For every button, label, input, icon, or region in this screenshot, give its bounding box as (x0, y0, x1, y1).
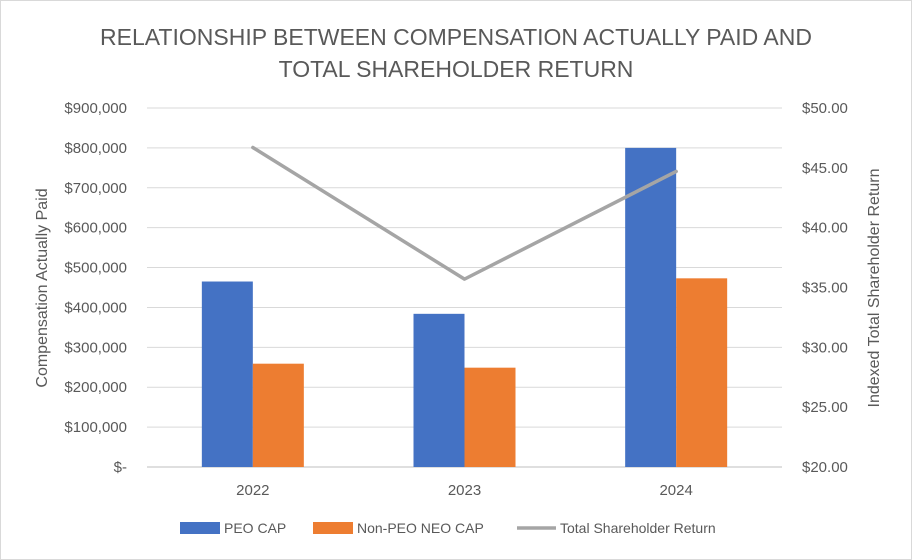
bar-non-peo-neo-cap-2022 (252, 363, 304, 467)
line-total-shareholder-return (251, 145, 678, 281)
left-axis-ticks: $- $100,000 $200,000 $300,000 $400,000 $500,0… (64, 100, 127, 476)
left-tick-label: $600,000 (64, 220, 127, 237)
left-tick-label: $- (114, 459, 127, 476)
left-tick-label: $200,000 (64, 379, 127, 396)
legend-label-peo-cap: PEO CAP (224, 520, 286, 536)
right-tick-label: $30.00 (802, 339, 848, 356)
category-tick-label: 2022 (236, 482, 269, 499)
bar-peo-cap-2024 (625, 147, 677, 467)
right-tick-label: $40.00 (802, 220, 848, 237)
line-series (251, 145, 678, 281)
left-tick-label: $700,000 (64, 180, 127, 197)
left-tick-label: $500,000 (64, 260, 127, 277)
bar-peo-cap-2022 (201, 281, 253, 467)
bar-non-peo-neo-cap-2024 (676, 278, 728, 467)
left-tick-label: $900,000 (64, 100, 127, 117)
bar-non-peo-neo-cap-2023 (464, 367, 516, 467)
right-tick-label: $25.00 (802, 399, 848, 416)
left-axis-title: Compensation Actually Paid (34, 188, 51, 387)
legend-label-tsr: Total Shareholder Return (560, 520, 716, 536)
right-tick-label: $35.00 (802, 280, 848, 297)
left-tick-label: $100,000 (64, 419, 127, 436)
category-axis-ticks: 2022 2023 2024 (236, 482, 693, 499)
category-tick-label: 2023 (448, 482, 481, 499)
bar-series (201, 147, 728, 467)
category-tick-label: 2024 (659, 482, 692, 499)
right-tick-label: $20.00 (802, 459, 848, 476)
legend-label-non-peo-neo-cap: Non-PEO NEO CAP (357, 520, 484, 536)
chart-title-line-1: RELATIONSHIP BETWEEN COMPENSATION ACTUAL… (100, 24, 812, 50)
legend-swatch-non-peo-neo-cap (313, 522, 353, 534)
right-axis-ticks: $20.00 $25.00 $30.00 $35.00 $40.00 $45.00 $50.… (802, 100, 848, 476)
left-tick-label: $300,000 (64, 339, 127, 356)
bar-peo-cap-2023 (413, 313, 465, 467)
chart-title-line-2: TOTAL SHAREHOLDER RETURN (279, 56, 634, 82)
right-tick-label: $50.00 (802, 100, 848, 117)
right-tick-label: $45.00 (802, 160, 848, 177)
legend-swatch-peo-cap (180, 522, 220, 534)
right-axis-title: Indexed Total Shareholder Return (866, 169, 883, 408)
left-tick-label: $800,000 (64, 140, 127, 157)
legend: PEO CAP Non-PEO NEO CAP Total Shareholde… (180, 520, 716, 536)
left-tick-label: $400,000 (64, 299, 127, 316)
